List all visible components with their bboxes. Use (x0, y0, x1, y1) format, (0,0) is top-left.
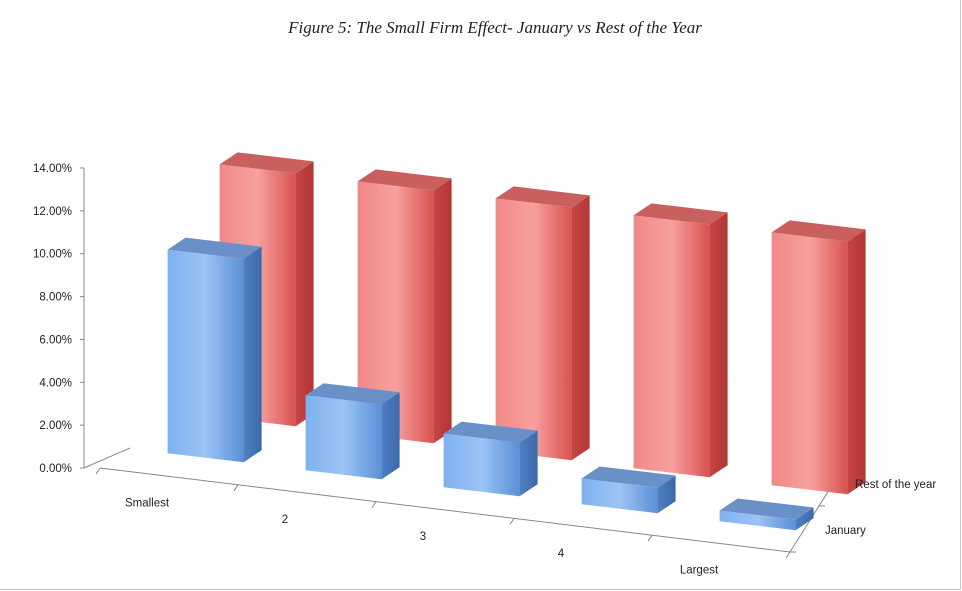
x-category-label: Smallest (125, 497, 170, 509)
bar-january (719, 498, 814, 531)
x-category-label: Largest (680, 565, 719, 577)
depth-series-label: January (825, 525, 866, 537)
y-tick-label: 6.00% (39, 334, 72, 346)
x-tick-mark (647, 534, 653, 542)
x-category-label: 3 (420, 531, 426, 543)
y-tick-label: 12.00% (33, 206, 72, 218)
floor-left-edge (83, 447, 131, 469)
chart-title: Figure 5: The Small Firm Effect- January… (288, 18, 702, 37)
x-axis-line (99, 467, 791, 553)
y-tick-label: 8.00% (39, 292, 72, 304)
depth-series-label: Rest of the year (855, 479, 936, 491)
bar-january (305, 383, 400, 480)
bar-january (443, 421, 538, 497)
bar-rest-of-year (357, 169, 452, 444)
bar-january (167, 237, 262, 463)
x-category-label: 2 (282, 514, 288, 526)
x-tick-mark (233, 484, 239, 492)
y-tick-label: 14.00% (33, 163, 72, 175)
y-tick-label: 4.00% (39, 377, 72, 389)
x-tick-mark (509, 518, 515, 525)
x-tick-mark (95, 467, 101, 475)
bar-rest-of-year (771, 220, 866, 495)
x-category-label: 4 (558, 548, 565, 560)
x-tick-mark (785, 551, 791, 559)
y-tick-label: 0.00% (39, 463, 72, 475)
bar-january (581, 466, 676, 514)
bar-rest-of-year (495, 186, 590, 461)
bar-rest-of-year (633, 203, 728, 478)
y-tick-label: 2.00% (39, 420, 72, 432)
x-tick-mark (371, 501, 377, 508)
y-tick-label: 10.00% (33, 249, 72, 261)
